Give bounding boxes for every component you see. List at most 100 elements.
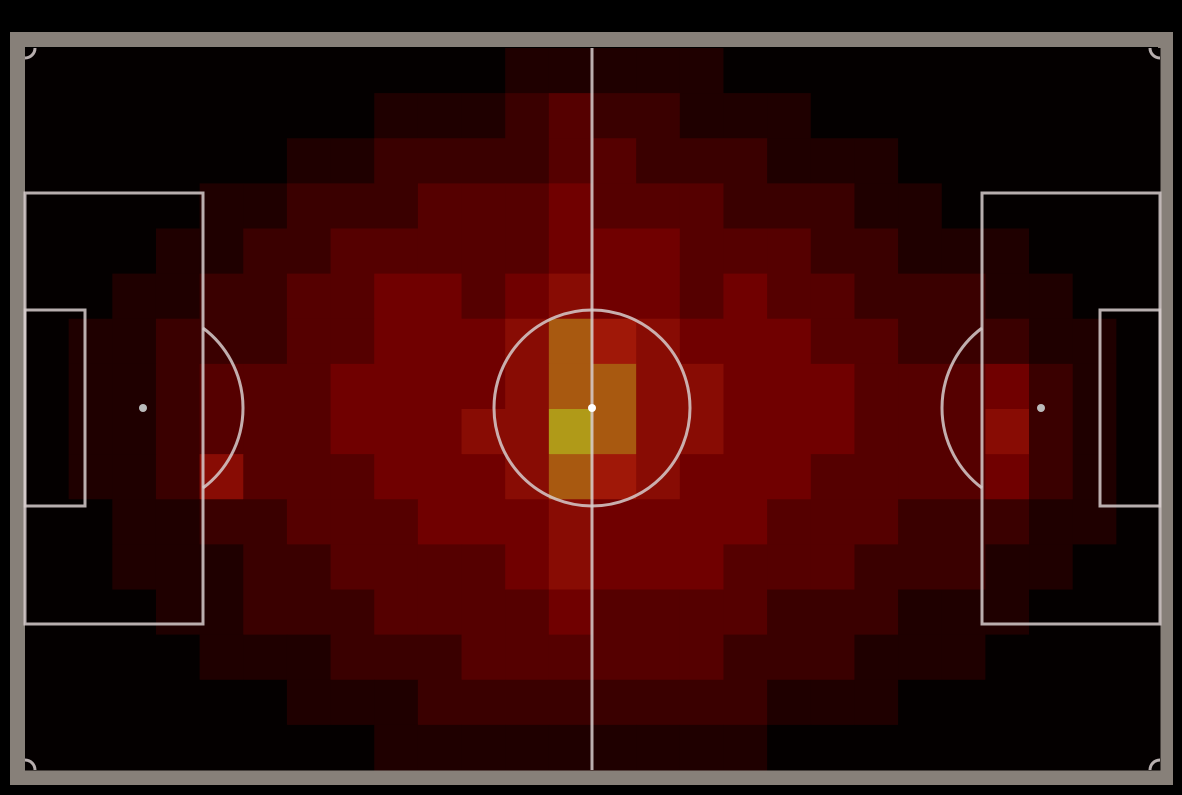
heat-cell	[941, 48, 986, 94]
heat-cell	[854, 138, 899, 184]
heat-cell	[505, 409, 550, 455]
right-penalty-arc	[940, 326, 983, 490]
heat-cell	[679, 273, 724, 320]
heat-cell	[374, 228, 419, 275]
heat-cell	[1029, 138, 1074, 184]
heat-cell	[1029, 93, 1074, 139]
heat-cell	[941, 228, 986, 275]
heat-cell	[985, 363, 1030, 410]
heat-cell	[374, 183, 419, 229]
heat-cell	[1116, 589, 1161, 636]
heat-cell	[243, 589, 288, 636]
heat-cell	[985, 724, 1030, 771]
heat-cell	[286, 138, 332, 184]
heat-cell	[854, 363, 899, 410]
heat-cell	[68, 183, 113, 229]
heat-cell	[810, 273, 855, 320]
heat-cell	[898, 48, 943, 94]
heat-cell	[767, 634, 812, 681]
heat-cell	[374, 724, 419, 771]
heat-cell	[1072, 363, 1117, 410]
heat-cell	[810, 138, 855, 184]
heat-cell	[417, 273, 463, 320]
heat-cell	[767, 183, 812, 229]
heat-cell	[941, 589, 986, 636]
heat-cell	[155, 409, 201, 455]
heat-cell	[854, 589, 899, 636]
heat-cell	[679, 228, 724, 275]
heat-cell	[1072, 724, 1117, 771]
heat-cell	[898, 183, 943, 229]
heat-cell	[985, 409, 1030, 455]
heat-cell	[417, 183, 463, 229]
heat-cell	[592, 724, 637, 771]
heat-cell	[330, 454, 375, 500]
heat-cell	[985, 183, 1030, 229]
heat-cell	[374, 138, 419, 184]
heat-cell	[898, 724, 943, 771]
heat-cell	[417, 138, 463, 184]
heat-cell	[679, 93, 724, 139]
heat-cell	[898, 634, 943, 681]
heat-cell	[723, 724, 768, 771]
heat-cell	[679, 48, 724, 94]
heat-cell	[25, 679, 70, 726]
heat-cell	[985, 48, 1030, 94]
heat-cell	[548, 138, 593, 184]
heat-cell	[68, 228, 113, 275]
heat-cell	[1029, 454, 1074, 500]
heat-cell	[417, 679, 463, 726]
heat-cell	[330, 679, 375, 726]
heat-cell	[679, 679, 724, 726]
heat-cell	[592, 363, 637, 410]
heat-cell	[286, 93, 332, 139]
heat-cell	[330, 499, 375, 545]
heat-cell	[286, 363, 332, 410]
heat-cell	[810, 318, 855, 365]
heat-cell	[68, 363, 113, 410]
heat-cell	[767, 138, 812, 184]
heat-cell	[25, 93, 70, 139]
heat-cell	[199, 273, 244, 320]
heat-cell	[592, 138, 637, 184]
heat-cell	[548, 318, 593, 365]
heat-cell	[941, 273, 986, 320]
heat-cell	[636, 679, 681, 726]
heat-cell	[374, 499, 419, 545]
heat-cell	[25, 409, 70, 455]
heat-cell	[636, 544, 681, 590]
heat-cell	[1029, 273, 1074, 320]
heat-cell	[723, 363, 768, 410]
heat-cell	[810, 544, 855, 590]
heat-cell	[155, 634, 201, 681]
heat-cell	[25, 544, 70, 590]
heat-cell	[330, 589, 375, 636]
heat-cell	[592, 679, 637, 726]
heat-cell	[767, 363, 812, 410]
heat-cell	[1072, 679, 1117, 726]
heat-cell	[505, 318, 550, 365]
heat-cell	[155, 183, 201, 229]
heat-cell	[286, 589, 332, 636]
heat-cell	[810, 454, 855, 500]
left-penalty-spot	[139, 404, 147, 412]
heat-cell	[679, 544, 724, 590]
heat-cell	[330, 93, 375, 139]
heat-cell	[810, 48, 855, 94]
heat-cells	[25, 48, 1161, 771]
heat-cell	[548, 183, 593, 229]
heat-cell	[810, 499, 855, 545]
heat-cell	[286, 273, 332, 320]
heat-cell	[854, 318, 899, 365]
heat-cell	[505, 273, 550, 320]
heat-cell	[810, 409, 855, 455]
heat-cell	[1116, 454, 1161, 500]
heat-cell	[286, 318, 332, 365]
heat-cell	[155, 48, 201, 94]
heat-cell	[286, 679, 332, 726]
heat-cell	[679, 318, 724, 365]
heat-cell	[1072, 228, 1117, 275]
heat-cell	[330, 273, 375, 320]
heat-cell	[548, 724, 593, 771]
